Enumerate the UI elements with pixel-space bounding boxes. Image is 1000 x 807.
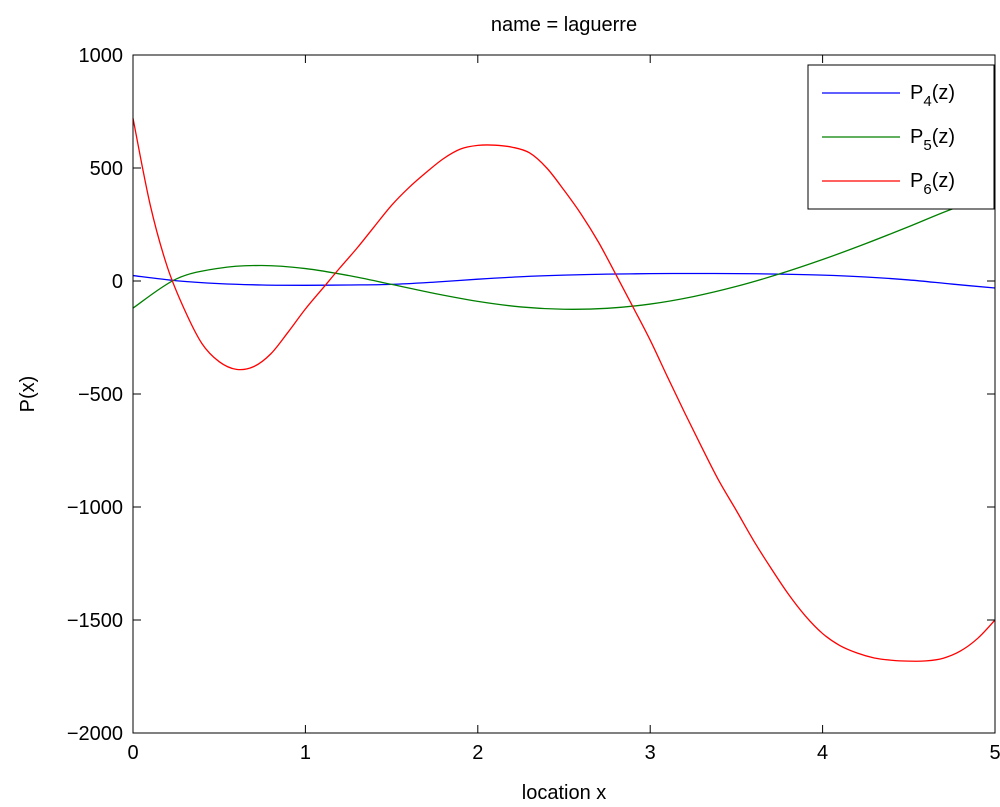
x-tick-label: 5 — [989, 742, 1000, 764]
y-tick-label: −1500 — [67, 610, 123, 632]
legend-label: P5(z) — [910, 126, 955, 154]
y-tick-label: −500 — [78, 384, 123, 406]
chart-title: name = laguerre — [491, 14, 637, 36]
series-line-1 — [132, 272, 996, 289]
x-tick-label: 2 — [472, 742, 483, 764]
series-line-2 — [132, 194, 996, 310]
series-line-3 — [132, 118, 996, 662]
x-tick-label: 0 — [127, 742, 138, 764]
legend: P4(z) P5(z) P6(z) — [807, 64, 995, 210]
legend-label: P4(z) — [910, 82, 955, 110]
y-axis-label: P(x) — [17, 376, 39, 413]
x-tick-label: 4 — [817, 742, 828, 764]
x-tick-label: 1 — [300, 742, 311, 764]
y-tick-label: −1000 — [67, 497, 123, 519]
ticks-layer: 0 1 2 3 4 5 1000 500 0 −500 −1000 −1500 −2000 — [67, 45, 1000, 764]
legend-label: P6(z) — [910, 170, 955, 198]
x-tick-label: 3 — [645, 742, 656, 764]
y-tick-label: 500 — [90, 158, 123, 180]
x-axis-label: location x — [522, 782, 607, 804]
y-tick-label: −2000 — [67, 723, 123, 745]
legend-entries: P4(z) P5(z) P6(z) — [822, 82, 955, 198]
series-layer — [132, 118, 996, 662]
y-tick-label: 1000 — [79, 45, 124, 67]
y-tick-label: 0 — [112, 271, 123, 293]
